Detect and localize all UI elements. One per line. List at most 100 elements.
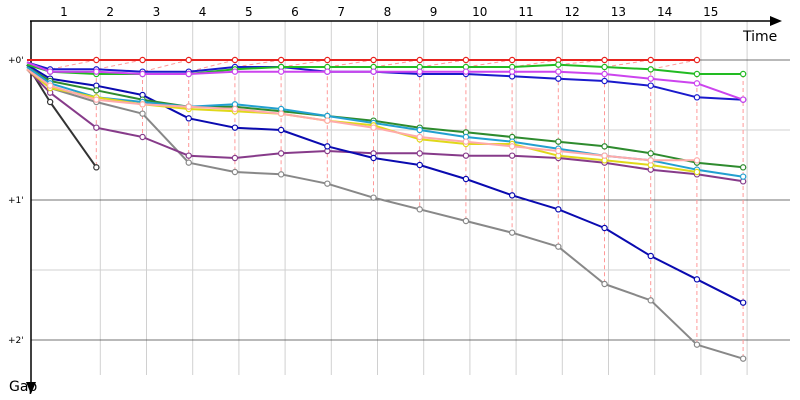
series-point (555, 138, 562, 145)
series-point (46, 82, 54, 89)
series-point (93, 164, 100, 171)
series-point (462, 68, 470, 75)
series-point (231, 105, 239, 113)
series-line (26, 68, 698, 173)
series-point (416, 161, 423, 169)
series-point (370, 56, 377, 64)
series-point (462, 217, 470, 225)
series-point (739, 173, 747, 180)
series-point (139, 101, 146, 108)
series-point (693, 94, 701, 101)
series-point (647, 56, 654, 64)
lap-label: 10 (472, 5, 487, 19)
lap-label: 11 (518, 5, 533, 19)
lap-label: 9 (430, 5, 438, 19)
gap-tick-label: +0' (8, 56, 24, 66)
series-point (693, 157, 701, 164)
series-point (462, 152, 470, 159)
series-point (370, 154, 377, 162)
series-point (462, 56, 470, 64)
series-point (647, 252, 654, 260)
series-point (231, 124, 239, 131)
series-point (601, 143, 608, 150)
series-point (416, 56, 423, 64)
series-point (46, 68, 54, 75)
series-point (139, 110, 146, 117)
series-point (555, 243, 562, 250)
series-point (555, 68, 562, 75)
series-point (739, 96, 747, 103)
series-point (647, 82, 654, 89)
series-point (324, 56, 331, 64)
series-point (370, 194, 377, 201)
series-point (462, 138, 470, 145)
series-line (26, 66, 744, 169)
series-point (139, 70, 146, 78)
series-point (555, 206, 562, 213)
series-line (26, 68, 744, 360)
series-point (231, 68, 239, 75)
series-point (416, 68, 423, 75)
series-point (508, 56, 516, 64)
series-point (185, 103, 192, 110)
lap-label: 8 (384, 5, 392, 19)
series-point (508, 68, 516, 75)
series-point (93, 68, 100, 75)
series-point (601, 70, 608, 78)
lap-label: 15 (703, 5, 718, 19)
series-point (647, 157, 654, 164)
series-point (231, 154, 239, 162)
series-point (277, 126, 285, 134)
series-point (508, 192, 516, 199)
lap-label: 2 (106, 5, 114, 19)
series-point (416, 133, 423, 141)
time-axis-arrow (770, 16, 782, 26)
series-point (508, 152, 516, 159)
series-point (555, 147, 562, 155)
lap-label: 6 (291, 5, 299, 19)
series-point (231, 168, 239, 176)
lap-marker-line (95, 59, 143, 168)
series-point (93, 87, 100, 94)
series-point (139, 133, 146, 141)
series-point (739, 299, 747, 306)
series-point (508, 229, 516, 236)
series-point (277, 150, 285, 157)
series-point (555, 61, 562, 68)
lap-label: 3 (153, 5, 161, 19)
series-point (324, 68, 331, 75)
series-point (185, 115, 192, 122)
series-point (370, 68, 377, 75)
series-point (693, 70, 701, 78)
series-point (739, 355, 747, 362)
lap-marker-line (419, 59, 466, 210)
x-axis-label: Time (742, 29, 777, 45)
series-point (416, 206, 423, 213)
series-point (93, 96, 100, 103)
lap-label: 5 (245, 5, 253, 19)
series-point (693, 341, 701, 348)
series-point (93, 56, 100, 64)
series-point (277, 171, 285, 178)
lap-marker-line (604, 59, 651, 284)
series-point (324, 180, 331, 187)
series-point (324, 143, 331, 150)
lap-marker-line (650, 59, 697, 301)
series-point (647, 297, 654, 304)
y-axis-label: Gap (9, 379, 37, 395)
series-point (370, 124, 377, 131)
lap-label: 14 (657, 5, 672, 19)
series-point (601, 63, 608, 71)
lap-label: 7 (337, 5, 345, 19)
series-point (601, 77, 608, 85)
series-point (277, 68, 285, 75)
gap-tick-label: +2' (8, 336, 24, 346)
series-point (647, 150, 654, 157)
series-point (185, 159, 192, 166)
lap-label: 4 (199, 5, 207, 19)
series-point (277, 56, 285, 64)
series-point (93, 124, 100, 131)
series-point (693, 276, 701, 283)
series-point (601, 152, 608, 159)
series-lines (26, 56, 747, 362)
